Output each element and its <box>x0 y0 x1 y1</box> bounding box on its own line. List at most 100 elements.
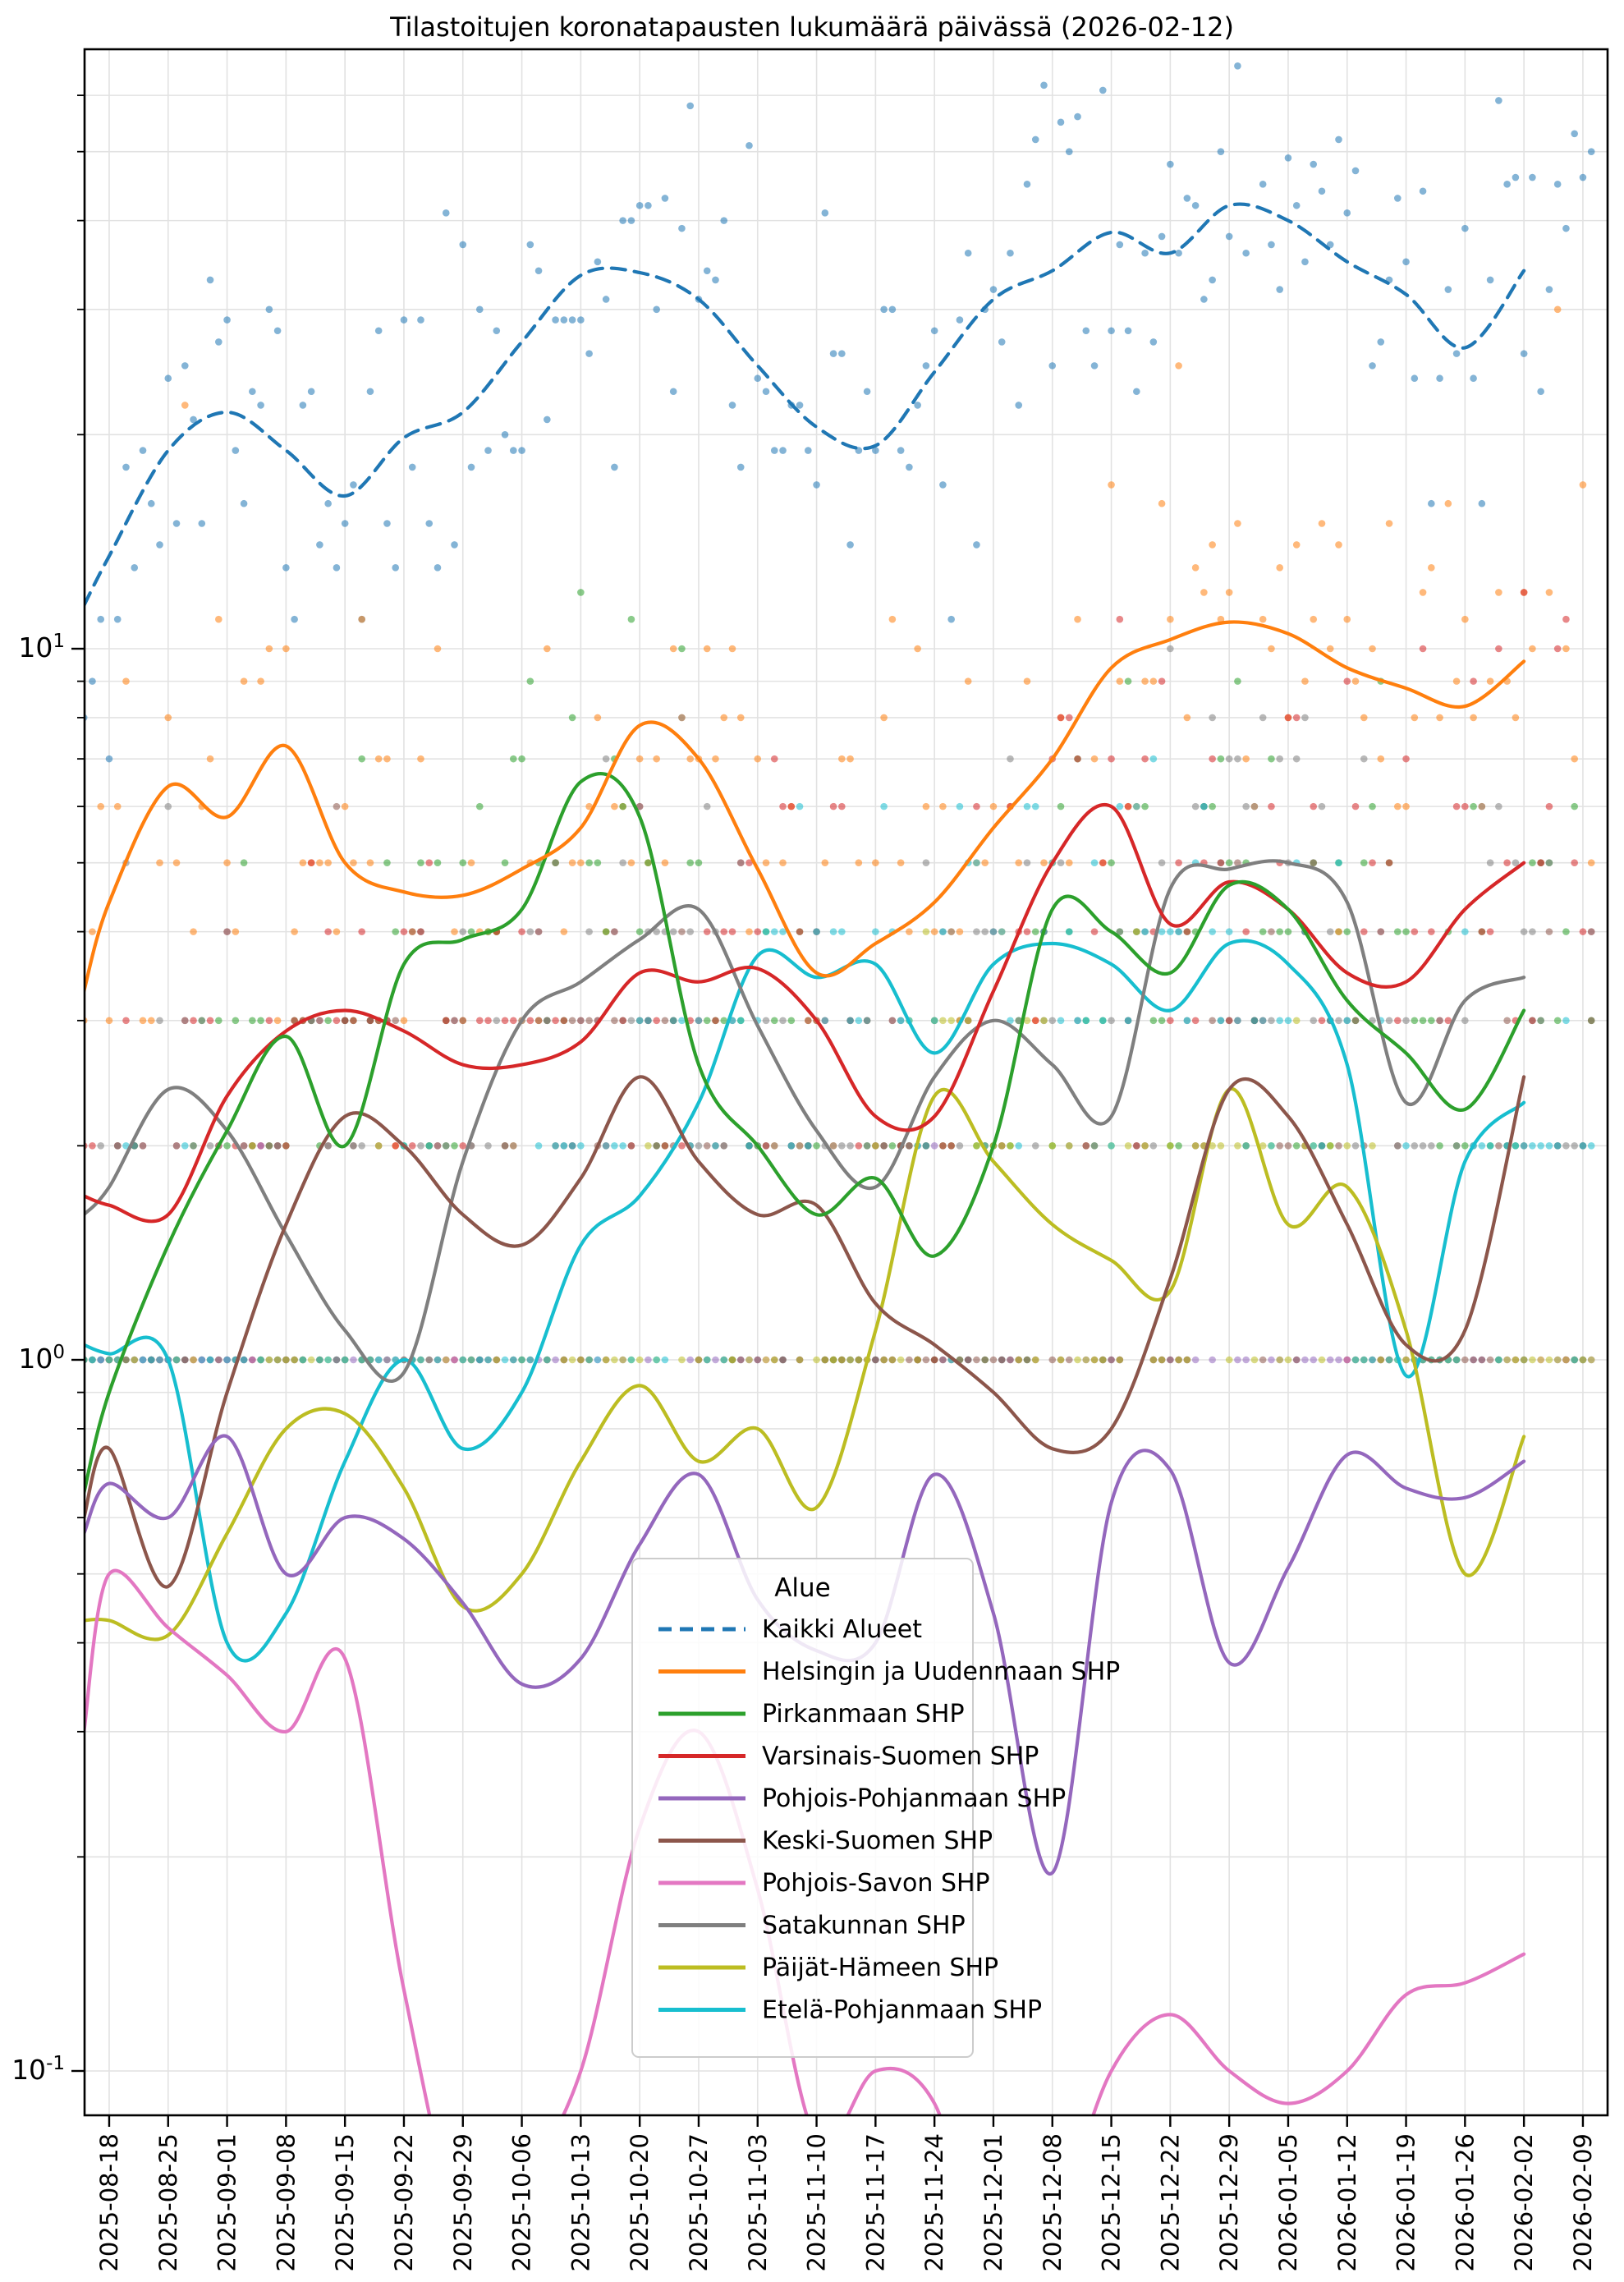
scatter-dot <box>661 1142 669 1150</box>
scatter-dot <box>1562 928 1570 935</box>
scatter-dot <box>695 1017 703 1025</box>
scatter-dot <box>1158 499 1166 507</box>
scatter-dot <box>981 1356 989 1364</box>
scatter-dot <box>1023 677 1031 685</box>
scatter-dot <box>1470 677 1477 685</box>
scatter-dot <box>459 859 467 866</box>
scatter-dot <box>728 645 736 653</box>
scatter-dot <box>1310 1356 1318 1364</box>
scatter-dot <box>215 338 222 346</box>
scatter-dot <box>635 1356 644 1364</box>
scatter-dot <box>467 859 475 866</box>
scatter-dot <box>1486 1356 1494 1364</box>
scatter-dot <box>1326 645 1334 653</box>
scatter-dot <box>1124 1142 1132 1150</box>
x-tick-label: 2025-09-29 <box>449 2133 477 2272</box>
scatter-dot <box>131 564 139 572</box>
scatter-dot <box>139 1017 147 1025</box>
scatter-dot <box>1292 714 1301 722</box>
scatter-dot <box>1301 258 1309 266</box>
scatter-dot <box>594 859 602 866</box>
scatter-dot <box>661 859 669 866</box>
scatter-dot <box>1158 677 1166 685</box>
scatter-dot <box>1200 802 1208 810</box>
scatter-dot <box>1057 802 1065 810</box>
scatter-dot <box>770 1356 778 1364</box>
scatter-dot <box>728 1356 736 1364</box>
scatter-dot <box>249 1017 256 1025</box>
scatter-dot <box>366 1017 374 1025</box>
scatter-dot <box>333 1356 341 1364</box>
scatter-dot <box>374 1142 383 1150</box>
scatter-dot <box>712 276 719 284</box>
scatter-dot <box>1124 1017 1132 1025</box>
scatter-dot <box>1587 859 1595 866</box>
scatter-dot <box>383 859 391 866</box>
scatter-dot <box>198 1017 206 1025</box>
scatter-dot <box>1242 755 1250 763</box>
scatter-dot <box>1579 928 1587 935</box>
scatter-dot <box>1225 755 1233 763</box>
scatter-dot <box>829 802 837 810</box>
scatter-dot <box>1512 173 1520 181</box>
scatter-dot <box>425 1142 434 1150</box>
scatter-dot <box>324 1017 332 1025</box>
scatter-dot <box>635 802 644 810</box>
scatter-dot <box>1065 1356 1073 1364</box>
scatter-dot <box>1470 374 1477 383</box>
scatter-dot <box>206 755 214 763</box>
scatter-dot <box>139 1356 147 1364</box>
scatter-dot <box>408 1142 416 1150</box>
scatter-dot <box>1587 148 1595 155</box>
scatter-dot <box>1124 327 1132 335</box>
scatter-dot <box>829 1356 837 1364</box>
scatter-dot <box>1478 802 1486 810</box>
scatter-dot <box>888 305 897 314</box>
scatter-dot <box>1268 802 1275 810</box>
scatter-dot <box>1369 1142 1376 1150</box>
scatter-dot <box>1082 327 1090 335</box>
scatter-dot <box>1292 201 1301 209</box>
scatter-dot <box>1579 481 1587 489</box>
scatter-dot <box>922 1142 930 1150</box>
scatter-dot <box>1318 1356 1326 1364</box>
axes: 2025-08-18 2025-08-25 2025-09-01 2025-09-08… <box>11 48 1609 2272</box>
scatter-dot <box>164 714 172 722</box>
scatter-dot <box>1167 645 1174 653</box>
scatter-dot <box>1250 1017 1259 1025</box>
scatter-dot <box>383 755 391 763</box>
scatter-dot <box>1553 181 1562 188</box>
scatter-dot <box>1461 802 1469 810</box>
legend-box <box>631 1558 974 2058</box>
scatter-dot <box>552 1142 559 1150</box>
scatter-dot <box>434 645 442 653</box>
scatter-dot <box>526 928 534 935</box>
scatter-dot <box>1015 1142 1023 1150</box>
scatter-dot <box>484 1142 492 1150</box>
scatter-dot <box>619 859 626 866</box>
scatter-dot <box>1268 755 1275 763</box>
scatter-dot <box>736 1017 745 1025</box>
scatter-dot <box>526 241 534 249</box>
scatter-dot <box>669 645 677 653</box>
scatter-dot <box>1108 859 1115 866</box>
scatter-dot <box>417 859 424 866</box>
scatter-dot <box>122 463 130 471</box>
scatter-dot <box>888 1356 897 1364</box>
scatter-dot <box>122 1142 130 1150</box>
scatter-dot <box>1284 1017 1292 1025</box>
scatter-dot <box>1343 1356 1351 1364</box>
scatter-dot <box>762 859 770 866</box>
scatter-dot <box>645 1356 652 1364</box>
scatter-dot <box>585 928 593 935</box>
scatter-dot <box>1141 928 1149 935</box>
scatter-dot <box>1217 1017 1225 1025</box>
scatter-dot <box>1116 1356 1124 1364</box>
scatter-dot <box>1031 1017 1039 1025</box>
scatter-dot <box>1503 1017 1511 1025</box>
scatter-dot <box>805 1017 812 1025</box>
scatter-dot <box>678 645 686 653</box>
legend: Alue Kaikki Alueet Helsingin ja Uudenmaan … <box>631 1558 1120 2058</box>
x-tick-label: 2026-02-09 <box>1569 2133 1597 2272</box>
